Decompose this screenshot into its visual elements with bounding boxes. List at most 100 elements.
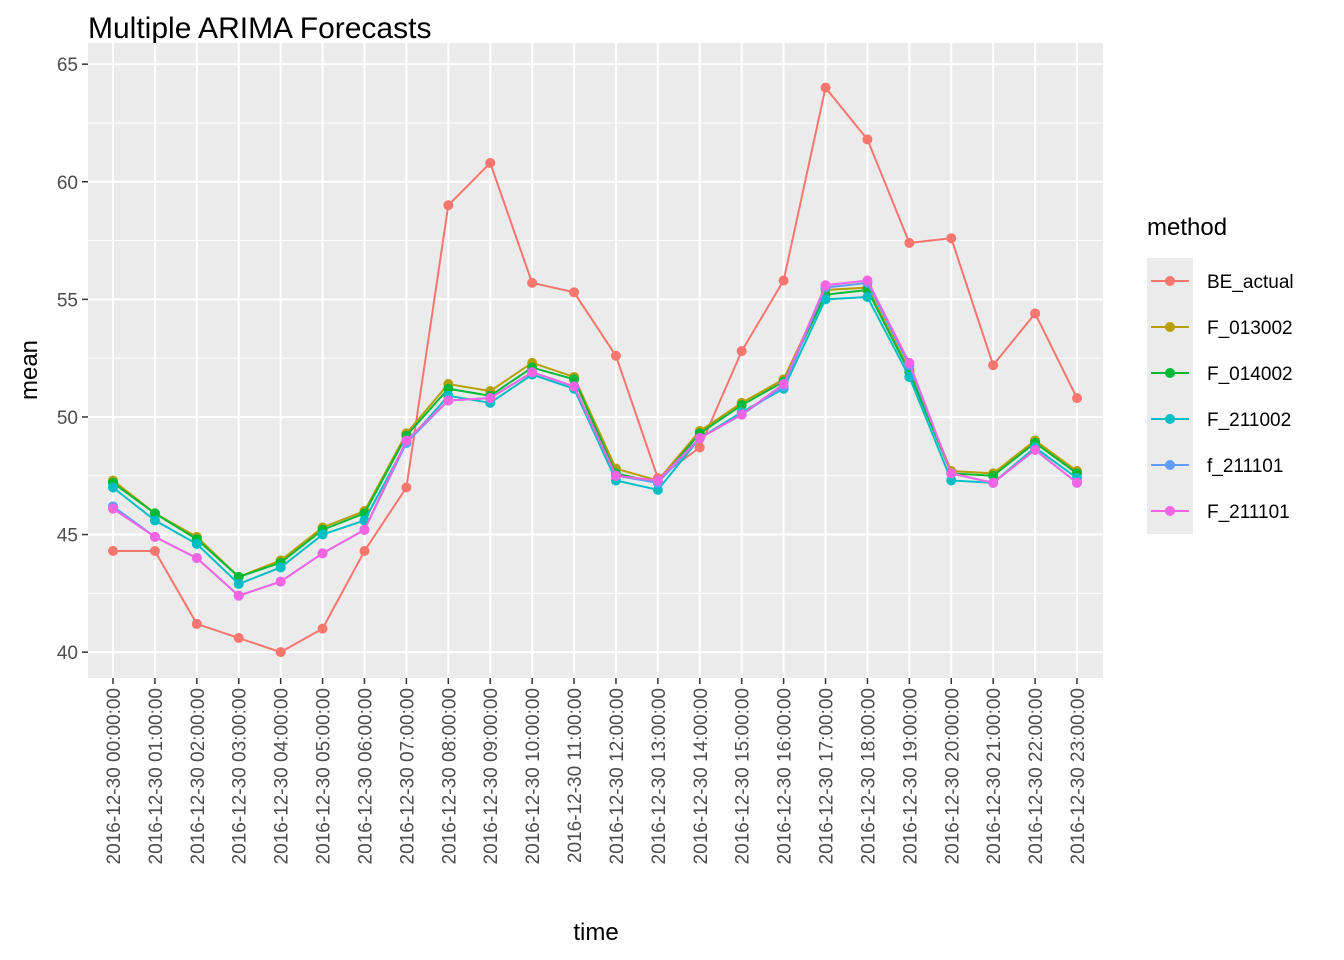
x-tick-label: 2016-12-30 10:00:00	[523, 688, 544, 864]
x-tick-label: 2016-12-30 16:00:00	[775, 688, 796, 864]
data-point	[233, 571, 244, 582]
x-axis: 2016-12-30 00:00:00 2016-12-30 01:00:00 20…	[104, 678, 1089, 864]
data-point	[443, 200, 454, 211]
data-point	[443, 383, 454, 394]
legend-point	[1165, 506, 1175, 516]
x-tick-label: 2016-12-30 01:00:00	[146, 688, 167, 864]
data-point	[778, 275, 789, 286]
x-tick-label: 2016-12-30 14:00:00	[691, 688, 712, 864]
legend-point	[1165, 368, 1175, 378]
data-point	[317, 623, 328, 634]
x-tick-label: 2016-12-30 13:00:00	[649, 688, 670, 864]
data-point	[317, 529, 328, 540]
legend-point	[1165, 460, 1175, 470]
y-tick-label: 45	[57, 526, 78, 547]
x-tick-label: 2016-12-30 09:00:00	[481, 688, 502, 864]
data-point	[401, 435, 412, 446]
plot-panel	[88, 43, 1103, 678]
series-line	[113, 85, 1078, 654]
legend-point	[1165, 322, 1175, 332]
data-point	[904, 357, 915, 368]
legend-label: BE_actual	[1207, 272, 1294, 293]
x-tick-label: 2016-12-30 19:00:00	[900, 688, 921, 864]
data-point	[904, 237, 915, 248]
data-point	[778, 379, 789, 390]
data-point	[275, 562, 286, 573]
data-point	[149, 531, 160, 542]
data-point	[946, 475, 957, 486]
data-point	[108, 503, 118, 514]
data-point	[946, 233, 957, 244]
data-point	[233, 578, 244, 589]
x-tick-label: 2016-12-30 21:00:00	[984, 688, 1005, 864]
x-tick-label: 2016-12-30 04:00:00	[272, 688, 293, 864]
data-point	[401, 482, 412, 493]
x-tick-label: 2016-12-30 02:00:00	[188, 688, 209, 864]
series-F_211101	[108, 275, 1082, 601]
data-point	[569, 381, 580, 392]
x-tick-label: 2016-12-30 07:00:00	[397, 688, 418, 864]
x-tick-label: 2016-12-30 05:00:00	[314, 688, 335, 864]
legend-point	[1165, 414, 1175, 424]
data-point	[443, 395, 454, 406]
x-tick-label: 2016-12-30 20:00:00	[942, 688, 963, 864]
y-axis: 40 45 50 55 60 65	[57, 55, 88, 664]
data-point	[820, 82, 831, 93]
x-tick-label: 2016-12-30 11:00:00	[565, 688, 586, 863]
data-point	[191, 553, 202, 564]
x-tick-label: 2016-12-30 23:00:00	[1068, 688, 1089, 864]
data-point	[1030, 308, 1041, 319]
data-point	[108, 546, 118, 556]
legend-label: F_211002	[1207, 410, 1291, 431]
data-point	[736, 346, 747, 357]
data-point	[862, 134, 873, 145]
data-point	[652, 475, 663, 486]
y-tick-label: 40	[57, 643, 78, 664]
data-point	[1030, 444, 1041, 455]
y-tick-label: 65	[57, 55, 78, 76]
legend-label: F_211101	[1207, 502, 1290, 523]
y-tick-label: 60	[57, 173, 78, 194]
data-point	[149, 508, 160, 519]
x-tick-label: 2016-12-30 03:00:00	[230, 688, 251, 864]
data-point	[233, 633, 244, 644]
data-point	[485, 157, 496, 168]
series-line	[112, 279, 1078, 597]
data-point	[527, 277, 538, 288]
data-point	[820, 294, 831, 305]
legend-item: F_014002	[1147, 350, 1293, 396]
data-point	[652, 484, 663, 495]
legend-label: F_014002	[1207, 364, 1293, 385]
y-axis-label: mean	[16, 340, 43, 400]
series-layer	[108, 82, 1082, 658]
legend-label: F_013002	[1207, 318, 1293, 339]
data-point	[736, 409, 747, 420]
legend-point	[1165, 276, 1175, 286]
data-point	[862, 292, 873, 302]
legend-title: method	[1147, 214, 1227, 241]
data-point	[569, 287, 580, 298]
data-point	[988, 360, 999, 371]
series-BE_actual	[108, 82, 1082, 658]
data-point	[108, 482, 118, 493]
x-tick-label: 2016-12-30 22:00:00	[1026, 688, 1047, 864]
data-point	[191, 618, 202, 629]
data-point	[862, 275, 873, 286]
x-tick-label: 2016-12-30 00:00:00	[104, 688, 125, 864]
chart-title: Multiple ARIMA Forecasts	[88, 12, 431, 45]
data-point	[527, 367, 538, 378]
series-line	[112, 295, 1078, 586]
legend-label: f_211101	[1207, 456, 1283, 477]
legend-item: BE_actual	[1147, 258, 1294, 304]
legend-item: F_013002	[1147, 304, 1293, 350]
data-point	[610, 350, 621, 361]
data-point	[191, 538, 202, 549]
data-point	[1072, 477, 1082, 488]
x-tick-label: 2016-12-30 08:00:00	[439, 688, 460, 864]
data-point	[149, 546, 160, 556]
data-point	[275, 647, 286, 658]
data-point	[736, 400, 747, 411]
x-tick-label: 2016-12-30 12:00:00	[607, 688, 628, 864]
x-tick-label: 2016-12-30 18:00:00	[858, 688, 879, 864]
